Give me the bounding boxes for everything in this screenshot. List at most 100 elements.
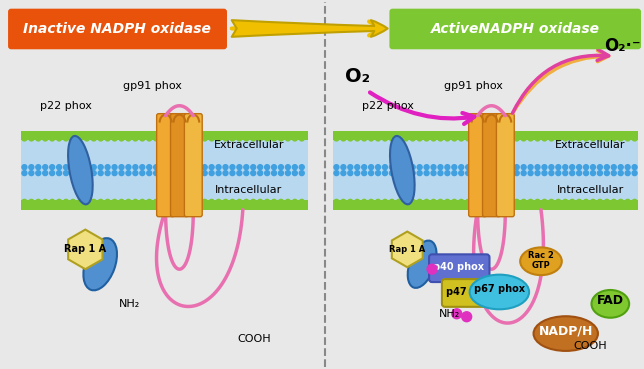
- Circle shape: [133, 199, 138, 204]
- Circle shape: [182, 165, 186, 170]
- FancyBboxPatch shape: [469, 114, 486, 217]
- Text: Intracellular: Intracellular: [215, 185, 283, 195]
- Circle shape: [188, 136, 193, 141]
- Circle shape: [29, 199, 34, 204]
- Circle shape: [223, 165, 228, 170]
- Circle shape: [480, 165, 484, 170]
- Circle shape: [362, 165, 366, 170]
- Circle shape: [611, 170, 616, 176]
- Circle shape: [43, 136, 48, 141]
- Circle shape: [375, 165, 381, 170]
- Circle shape: [105, 199, 110, 204]
- Circle shape: [195, 170, 200, 176]
- FancyBboxPatch shape: [497, 114, 515, 217]
- Circle shape: [285, 165, 290, 170]
- Circle shape: [29, 165, 34, 170]
- Text: Inactive NADPH oxidase: Inactive NADPH oxidase: [23, 23, 211, 37]
- Circle shape: [188, 165, 193, 170]
- Circle shape: [625, 165, 630, 170]
- Circle shape: [632, 165, 637, 170]
- Circle shape: [251, 136, 256, 141]
- Circle shape: [576, 165, 582, 170]
- Circle shape: [556, 165, 561, 170]
- Circle shape: [438, 165, 443, 170]
- Circle shape: [98, 136, 103, 141]
- Text: p22 phox: p22 phox: [361, 101, 413, 111]
- Circle shape: [91, 136, 96, 141]
- Circle shape: [341, 199, 346, 204]
- Circle shape: [98, 165, 103, 170]
- Circle shape: [563, 170, 568, 176]
- Circle shape: [362, 199, 366, 204]
- Circle shape: [119, 199, 124, 204]
- Circle shape: [182, 199, 186, 204]
- Circle shape: [556, 199, 561, 204]
- Text: O₂·⁻: O₂·⁻: [604, 37, 641, 55]
- Circle shape: [237, 170, 242, 176]
- Circle shape: [160, 199, 166, 204]
- Circle shape: [84, 199, 90, 204]
- Text: FAD: FAD: [597, 294, 624, 307]
- Circle shape: [521, 165, 526, 170]
- Text: Rap 1 A: Rap 1 A: [64, 244, 106, 254]
- Circle shape: [209, 199, 214, 204]
- Circle shape: [202, 170, 207, 176]
- Circle shape: [535, 170, 540, 176]
- Circle shape: [22, 165, 27, 170]
- FancyBboxPatch shape: [390, 9, 641, 49]
- Circle shape: [528, 136, 533, 141]
- Circle shape: [77, 165, 82, 170]
- Circle shape: [223, 136, 228, 141]
- FancyBboxPatch shape: [184, 114, 202, 217]
- Circle shape: [230, 136, 235, 141]
- Circle shape: [278, 136, 283, 141]
- Circle shape: [126, 165, 131, 170]
- Circle shape: [466, 199, 471, 204]
- Circle shape: [230, 165, 235, 170]
- Circle shape: [348, 165, 353, 170]
- Circle shape: [244, 170, 249, 176]
- Circle shape: [202, 136, 207, 141]
- Circle shape: [182, 170, 186, 176]
- Circle shape: [410, 170, 415, 176]
- Circle shape: [182, 136, 186, 141]
- Circle shape: [570, 170, 574, 176]
- Circle shape: [140, 170, 145, 176]
- Circle shape: [459, 199, 464, 204]
- Ellipse shape: [533, 316, 598, 351]
- Circle shape: [549, 170, 554, 176]
- Text: COOH: COOH: [237, 334, 270, 344]
- Circle shape: [292, 136, 298, 141]
- Circle shape: [119, 136, 124, 141]
- Circle shape: [57, 165, 62, 170]
- Circle shape: [452, 165, 457, 170]
- Circle shape: [390, 199, 394, 204]
- Circle shape: [515, 170, 519, 176]
- Circle shape: [445, 199, 450, 204]
- Circle shape: [521, 199, 526, 204]
- Circle shape: [272, 165, 276, 170]
- Circle shape: [175, 170, 180, 176]
- Circle shape: [362, 170, 366, 176]
- Circle shape: [515, 136, 519, 141]
- Circle shape: [64, 170, 68, 176]
- Circle shape: [473, 170, 478, 176]
- Ellipse shape: [520, 247, 562, 275]
- Circle shape: [244, 165, 249, 170]
- Circle shape: [147, 170, 152, 176]
- Circle shape: [604, 136, 609, 141]
- Circle shape: [632, 199, 637, 204]
- Circle shape: [507, 165, 512, 170]
- Circle shape: [445, 170, 450, 176]
- Circle shape: [334, 170, 339, 176]
- Circle shape: [43, 199, 48, 204]
- Circle shape: [528, 199, 533, 204]
- Circle shape: [84, 136, 90, 141]
- Circle shape: [480, 170, 484, 176]
- Circle shape: [383, 170, 388, 176]
- Circle shape: [237, 136, 242, 141]
- Circle shape: [216, 165, 221, 170]
- Circle shape: [576, 136, 582, 141]
- Circle shape: [133, 170, 138, 176]
- Circle shape: [36, 170, 41, 176]
